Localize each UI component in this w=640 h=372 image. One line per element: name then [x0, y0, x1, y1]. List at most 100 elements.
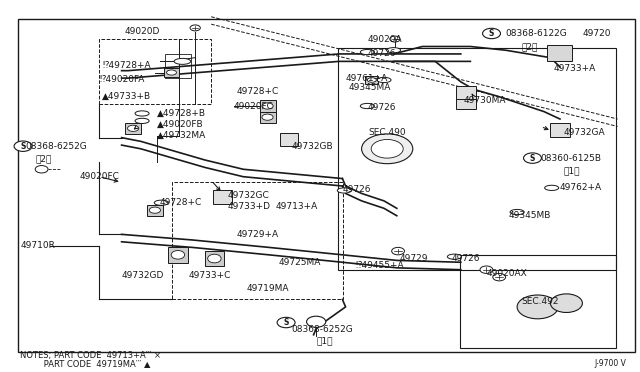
Bar [456, 99, 476, 109]
Text: 49726: 49726 [342, 185, 371, 194]
Circle shape [190, 25, 200, 31]
Bar [550, 123, 570, 137]
Text: ▲49020FB: ▲49020FB [157, 120, 204, 129]
Bar [460, 255, 616, 348]
Circle shape [362, 134, 413, 164]
Bar [99, 39, 211, 104]
Ellipse shape [387, 48, 401, 53]
Text: 49726: 49726 [368, 49, 397, 58]
Bar [18, 19, 635, 352]
Ellipse shape [360, 49, 374, 55]
Text: PART CODE  49719MA′′′ ▲: PART CODE 49719MA′′′ ▲ [20, 359, 151, 368]
Bar [547, 45, 572, 61]
Text: 49726: 49726 [451, 254, 480, 263]
Text: ▲49728+B: ▲49728+B [157, 109, 206, 118]
Text: 49020FC: 49020FC [234, 102, 273, 110]
Text: S: S [489, 29, 494, 38]
Text: 49729: 49729 [400, 254, 429, 263]
Ellipse shape [207, 254, 221, 263]
Circle shape [524, 153, 541, 163]
Text: 49733+D: 49733+D [227, 202, 270, 211]
Ellipse shape [262, 103, 273, 109]
Text: ▲49733+B: ▲49733+B [102, 92, 152, 101]
Text: 49730MA: 49730MA [464, 96, 506, 105]
Text: S: S [284, 318, 289, 327]
Ellipse shape [154, 200, 168, 205]
Ellipse shape [367, 78, 376, 82]
Circle shape [390, 36, 400, 42]
Text: J-9700 V: J-9700 V [594, 359, 626, 368]
Bar [164, 68, 179, 77]
Text: 49020FC: 49020FC [80, 172, 120, 181]
Circle shape [550, 294, 582, 312]
Circle shape [35, 166, 48, 173]
Text: 49720: 49720 [582, 29, 611, 38]
Text: 49725MA: 49725MA [278, 258, 321, 267]
Circle shape [277, 317, 295, 328]
Ellipse shape [377, 77, 391, 83]
Text: 49713+A: 49713+A [275, 202, 317, 211]
Ellipse shape [262, 114, 273, 120]
Ellipse shape [135, 118, 149, 124]
Text: 49020A: 49020A [368, 35, 403, 44]
Ellipse shape [166, 70, 177, 75]
Text: 49726: 49726 [368, 103, 397, 112]
Bar [260, 112, 275, 123]
Circle shape [14, 141, 32, 151]
Circle shape [517, 295, 558, 319]
Circle shape [307, 316, 326, 327]
Text: 49719MA: 49719MA [246, 284, 289, 293]
Text: 49732GD: 49732GD [122, 271, 164, 280]
Text: 49728+C: 49728+C [160, 198, 202, 207]
Text: 49020D: 49020D [125, 27, 160, 36]
Text: 49345MB: 49345MB [509, 211, 551, 220]
Ellipse shape [510, 209, 524, 215]
Text: 49020AX: 49020AX [486, 269, 527, 278]
Bar [165, 54, 191, 78]
Text: 49732GA: 49732GA [563, 128, 605, 137]
Text: ⁉49728+A: ⁉49728+A [102, 61, 151, 70]
Text: ▲49732MA: ▲49732MA [157, 131, 206, 140]
Text: 08360-6125B: 08360-6125B [541, 154, 602, 163]
Ellipse shape [337, 188, 351, 193]
Text: 49345MA: 49345MA [349, 83, 391, 92]
Circle shape [480, 266, 493, 273]
Ellipse shape [545, 185, 559, 190]
Text: ⁉49020FA: ⁉49020FA [99, 76, 145, 84]
Circle shape [371, 140, 403, 158]
Text: 49729+A: 49729+A [237, 230, 279, 239]
Ellipse shape [174, 58, 191, 64]
Text: SEC.492: SEC.492 [522, 297, 559, 306]
Bar [125, 123, 141, 134]
Bar [147, 205, 163, 216]
Bar [338, 48, 616, 270]
Bar [280, 133, 298, 146]
Circle shape [493, 273, 506, 281]
Text: 49733+A: 49733+A [554, 64, 596, 73]
Text: （2）: （2） [35, 155, 52, 164]
Bar [260, 100, 275, 112]
Ellipse shape [172, 250, 185, 259]
Text: 49732GC: 49732GC [227, 191, 269, 200]
Text: 49761+A: 49761+A [346, 74, 388, 83]
Text: 08368-6252G: 08368-6252G [26, 142, 87, 151]
Bar [213, 190, 232, 204]
Text: （1）: （1） [317, 337, 333, 346]
Bar [365, 76, 378, 84]
Text: ⁉49455+A: ⁉49455+A [355, 262, 404, 270]
Text: （2）: （2） [522, 42, 538, 51]
Circle shape [392, 247, 404, 255]
Text: 49733+C: 49733+C [189, 271, 231, 280]
Bar [456, 86, 476, 100]
Text: 49710R: 49710R [20, 241, 55, 250]
Text: （1）: （1） [563, 167, 580, 176]
Text: SEC.490: SEC.490 [368, 128, 406, 137]
Circle shape [483, 28, 500, 39]
Ellipse shape [127, 125, 139, 131]
Bar [205, 251, 224, 266]
Bar [172, 182, 343, 299]
Text: 49732GB: 49732GB [291, 142, 333, 151]
Ellipse shape [135, 111, 149, 116]
Ellipse shape [149, 207, 161, 213]
Text: S: S [530, 154, 535, 163]
